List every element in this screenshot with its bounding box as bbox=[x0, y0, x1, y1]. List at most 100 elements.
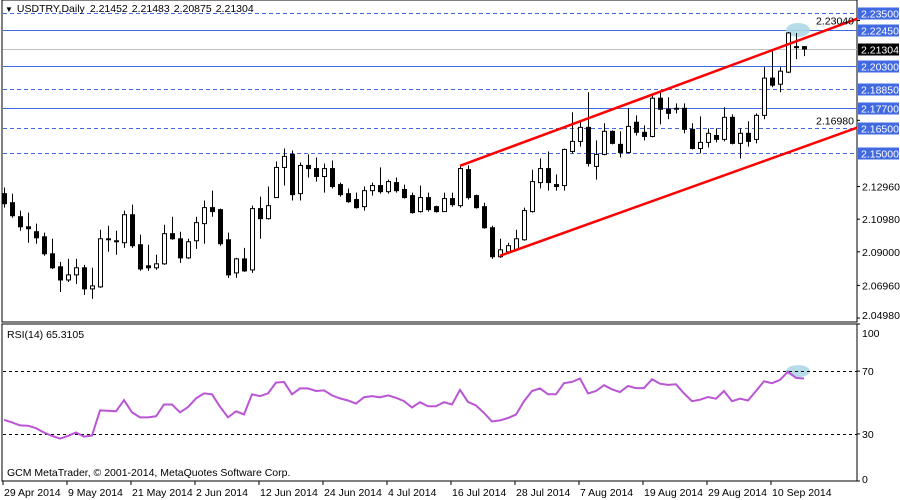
candle bbox=[58, 261, 63, 293]
level-price-label: 2.20300 bbox=[861, 62, 899, 74]
chart-header: ▼ USDTRY,Daily 2.21452 2.21483 2.20875 2.2130… bbox=[5, 3, 254, 15]
candle bbox=[218, 208, 223, 246]
bear-candle-body bbox=[586, 126, 591, 164]
candle bbox=[18, 210, 23, 231]
level-price-tag bbox=[858, 102, 899, 115]
bull-candle-body bbox=[754, 114, 759, 140]
bear-candle-body bbox=[746, 132, 751, 142]
trend-channel[interactable] bbox=[459, 17, 858, 257]
candle bbox=[474, 194, 479, 209]
price-axis: 2.23500 2.22450 2.20300 2.18850 2.17700 2.165… bbox=[816, 7, 900, 322]
date-label: 28 Jul 2014 bbox=[516, 487, 570, 499]
current-price-label: 2.21304 bbox=[861, 45, 899, 57]
candle bbox=[754, 113, 759, 144]
candle bbox=[570, 112, 575, 154]
candle bbox=[170, 216, 175, 240]
open-value: 2.21452 bbox=[90, 3, 128, 15]
level-price-tag bbox=[858, 83, 899, 96]
candle bbox=[138, 234, 143, 271]
candle bbox=[226, 232, 231, 278]
level-price-tag bbox=[858, 7, 899, 20]
bear-candle-body bbox=[714, 134, 719, 140]
bear-candle-body bbox=[314, 168, 319, 177]
candle bbox=[26, 212, 31, 243]
rsi-tick-label: 0 bbox=[862, 474, 868, 486]
candle bbox=[290, 150, 295, 201]
candle bbox=[2, 187, 7, 208]
bull-candle-body bbox=[706, 132, 711, 143]
rsi-axis: 100 70 30 0 bbox=[857, 323, 880, 486]
bull-candle-body bbox=[418, 197, 423, 213]
bull-candle-body bbox=[458, 168, 463, 207]
candle bbox=[122, 210, 127, 248]
bull-candle-body bbox=[386, 181, 391, 193]
candle bbox=[802, 46, 807, 57]
channel-trendline[interactable] bbox=[499, 126, 858, 257]
candle bbox=[658, 92, 663, 125]
candle bbox=[250, 205, 255, 273]
bear-candle-body bbox=[634, 121, 639, 133]
candle bbox=[538, 158, 543, 189]
bear-candle-body bbox=[490, 227, 495, 258]
bear-candle-body bbox=[58, 266, 63, 281]
candle bbox=[626, 108, 631, 154]
candle bbox=[90, 267, 95, 299]
candle bbox=[466, 165, 471, 200]
candle bbox=[738, 128, 743, 159]
bear-candle-body bbox=[138, 244, 143, 270]
candle bbox=[418, 185, 423, 213]
candle bbox=[362, 186, 367, 211]
bull-candle-body bbox=[162, 233, 167, 265]
bear-candle-body bbox=[666, 108, 671, 114]
candle bbox=[674, 103, 679, 114]
candle bbox=[66, 258, 71, 282]
rsi-line bbox=[3, 370, 805, 440]
bear-candle-body bbox=[466, 169, 471, 199]
candle bbox=[338, 182, 343, 197]
candle bbox=[274, 161, 279, 199]
bear-candle-body bbox=[26, 226, 31, 230]
candle bbox=[42, 232, 47, 256]
rsi-tick-label: 70 bbox=[862, 366, 874, 378]
price-tick-label: 2.09000 bbox=[862, 247, 900, 259]
candle bbox=[698, 116, 703, 154]
bear-candle-body bbox=[394, 182, 399, 192]
bear-candle-body bbox=[794, 46, 799, 49]
rsi-tick-label: 100 bbox=[862, 328, 880, 340]
candle bbox=[50, 238, 55, 269]
bear-candle-body bbox=[34, 231, 39, 239]
bear-candle-body bbox=[306, 164, 311, 170]
candle bbox=[298, 162, 303, 201]
candle bbox=[82, 264, 87, 295]
bear-candle-body bbox=[338, 184, 343, 196]
channel-trendline[interactable] bbox=[459, 17, 858, 167]
bear-candle-body bbox=[658, 97, 663, 110]
bear-candle-body bbox=[474, 195, 479, 209]
candle bbox=[770, 50, 775, 88]
bull-candle-body bbox=[202, 207, 207, 225]
triangle-down-icon[interactable]: ▼ bbox=[5, 5, 13, 14]
bear-candle-body bbox=[682, 107, 687, 130]
bull-candle-body bbox=[538, 168, 543, 184]
date-label: 24 Jun 2014 bbox=[324, 487, 382, 499]
bull-candle-body bbox=[562, 148, 567, 187]
bull-candle-body bbox=[786, 32, 791, 73]
candle bbox=[618, 131, 623, 158]
candle bbox=[154, 254, 159, 270]
candle bbox=[178, 231, 183, 263]
bull-candle-body bbox=[266, 205, 271, 220]
rsi-label: RSI(14) 65.3105 bbox=[7, 329, 84, 341]
candle bbox=[610, 130, 615, 145]
candle bbox=[282, 148, 287, 186]
bear-candle-body bbox=[554, 184, 559, 188]
bull-candle-body bbox=[362, 190, 367, 208]
candle bbox=[194, 216, 199, 249]
date-axis: 29 Apr 2014 9 May 2014 21 May 2014 2 Jun 20… bbox=[2, 481, 832, 499]
candle bbox=[346, 188, 351, 203]
bull-candle-body bbox=[778, 70, 783, 85]
bull-candle-body bbox=[154, 263, 159, 269]
candle bbox=[482, 202, 487, 229]
bear-candle-body bbox=[546, 168, 551, 184]
candle bbox=[514, 229, 519, 251]
